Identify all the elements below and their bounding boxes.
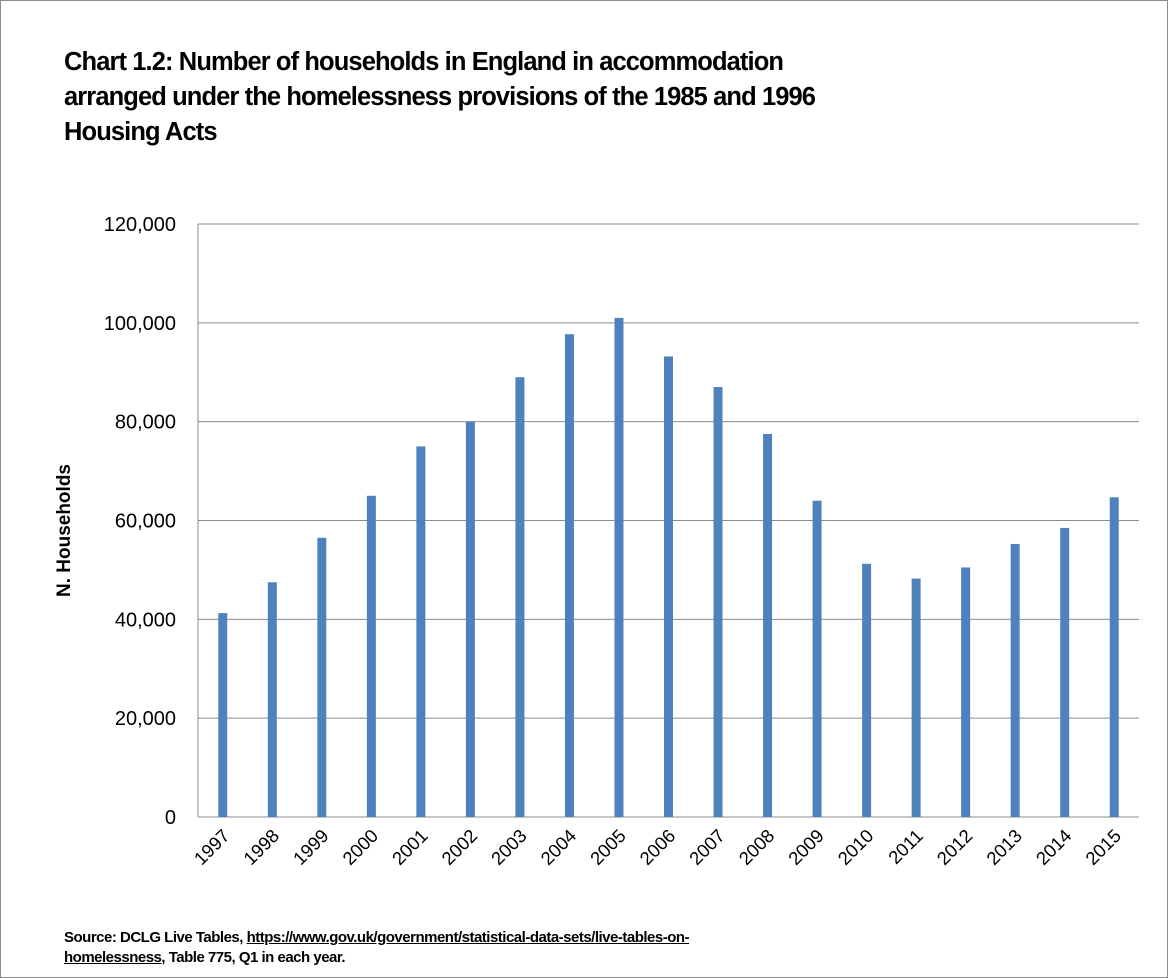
bar-2001 — [416, 446, 426, 817]
bar-2014 — [1060, 527, 1070, 817]
source-prefix: Source: DCLG Live Tables, — [64, 929, 247, 946]
bar-1998 — [267, 582, 277, 817]
bar-2005 — [614, 317, 624, 817]
x-tick-label: 2004 — [536, 825, 580, 869]
bar-2010 — [862, 563, 872, 817]
x-tick-label: 1997 — [190, 825, 234, 869]
source-link-part-2: homelessness — [64, 949, 162, 966]
y-tick-label: 40,000 — [115, 609, 176, 631]
x-axis-ticks: 1997 1998 1999 2000 2001 2002 2003 2004 2005 2006… — [190, 825, 1125, 869]
bar-2002 — [465, 421, 475, 817]
x-tick-label: 2007 — [685, 825, 729, 869]
x-tick-label: 2006 — [635, 825, 679, 869]
bar-2000 — [366, 495, 376, 817]
y-axis-ticks: 0 20,000 40,000 60,000 80,000 100,000 120,000 — [104, 214, 176, 829]
chart-title-line-2: arranged under the homelessness provisio… — [64, 83, 816, 111]
chart-title: Chart 1.2: Number of households in Engla… — [64, 45, 964, 150]
x-tick-label: 2011 — [884, 825, 927, 868]
bar-1999 — [317, 537, 327, 817]
bars — [218, 317, 1119, 817]
x-tick-label: 2014 — [1032, 825, 1076, 869]
x-tick-label: 2003 — [487, 825, 531, 869]
bar-2007 — [713, 387, 723, 817]
bar-2004 — [564, 334, 574, 817]
bar-2003 — [515, 377, 525, 817]
y-tick-label: 60,000 — [115, 511, 176, 533]
bar-2008 — [763, 434, 773, 817]
x-tick-label: 2010 — [833, 825, 877, 869]
y-tick-label: 80,000 — [115, 412, 176, 434]
chart-title-line-3: Housing Acts — [64, 118, 218, 146]
source-link[interactable]: https://www.gov.uk/government/statistica… — [64, 929, 690, 966]
x-tick-label: 1999 — [289, 825, 333, 869]
x-tick-label: 2002 — [437, 825, 481, 869]
x-tick-label: 1998 — [239, 825, 283, 869]
source-suffix: , Table 775, Q1 in each year. — [161, 949, 346, 966]
x-tick-label: 2001 — [388, 825, 432, 869]
y-tick-label: 0 — [165, 807, 176, 829]
x-tick-label: 2008 — [734, 825, 778, 869]
source-note: Source: DCLG Live Tables, https://www.go… — [64, 928, 1064, 968]
bar-2006 — [664, 356, 673, 817]
y-tick-label: 100,000 — [104, 313, 176, 335]
x-tick-label: 2012 — [933, 825, 977, 869]
y-tick-label: 120,000 — [104, 214, 176, 236]
source-link-part-1: https://www.gov.uk/government/statistica… — [246, 929, 690, 946]
x-tick-label: 2009 — [784, 825, 828, 869]
y-tick-label: 20,000 — [115, 708, 176, 730]
bar-2009 — [812, 500, 822, 817]
chart-title-line-1: Chart 1.2: Number of households in Engla… — [64, 48, 784, 76]
y-axis-title: N. Households — [54, 464, 75, 597]
bar-2012 — [961, 567, 971, 817]
bar-2011 — [911, 578, 921, 817]
x-tick-label: 2015 — [1081, 825, 1125, 869]
x-tick-label: 2005 — [586, 825, 630, 869]
bar-2015 — [1109, 497, 1119, 817]
x-tick-label: 2013 — [982, 825, 1026, 869]
x-tick-label: 2000 — [338, 825, 382, 869]
bar-1997 — [218, 613, 228, 817]
bar-2013 — [1010, 543, 1020, 817]
